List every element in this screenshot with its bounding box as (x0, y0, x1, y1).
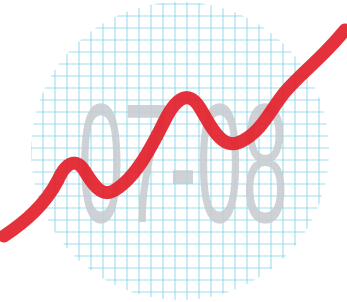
illustration: 07-08 (0, 0, 347, 302)
page: 07-08 (() => { const data = JSON.parse(d… (0, 0, 347, 302)
